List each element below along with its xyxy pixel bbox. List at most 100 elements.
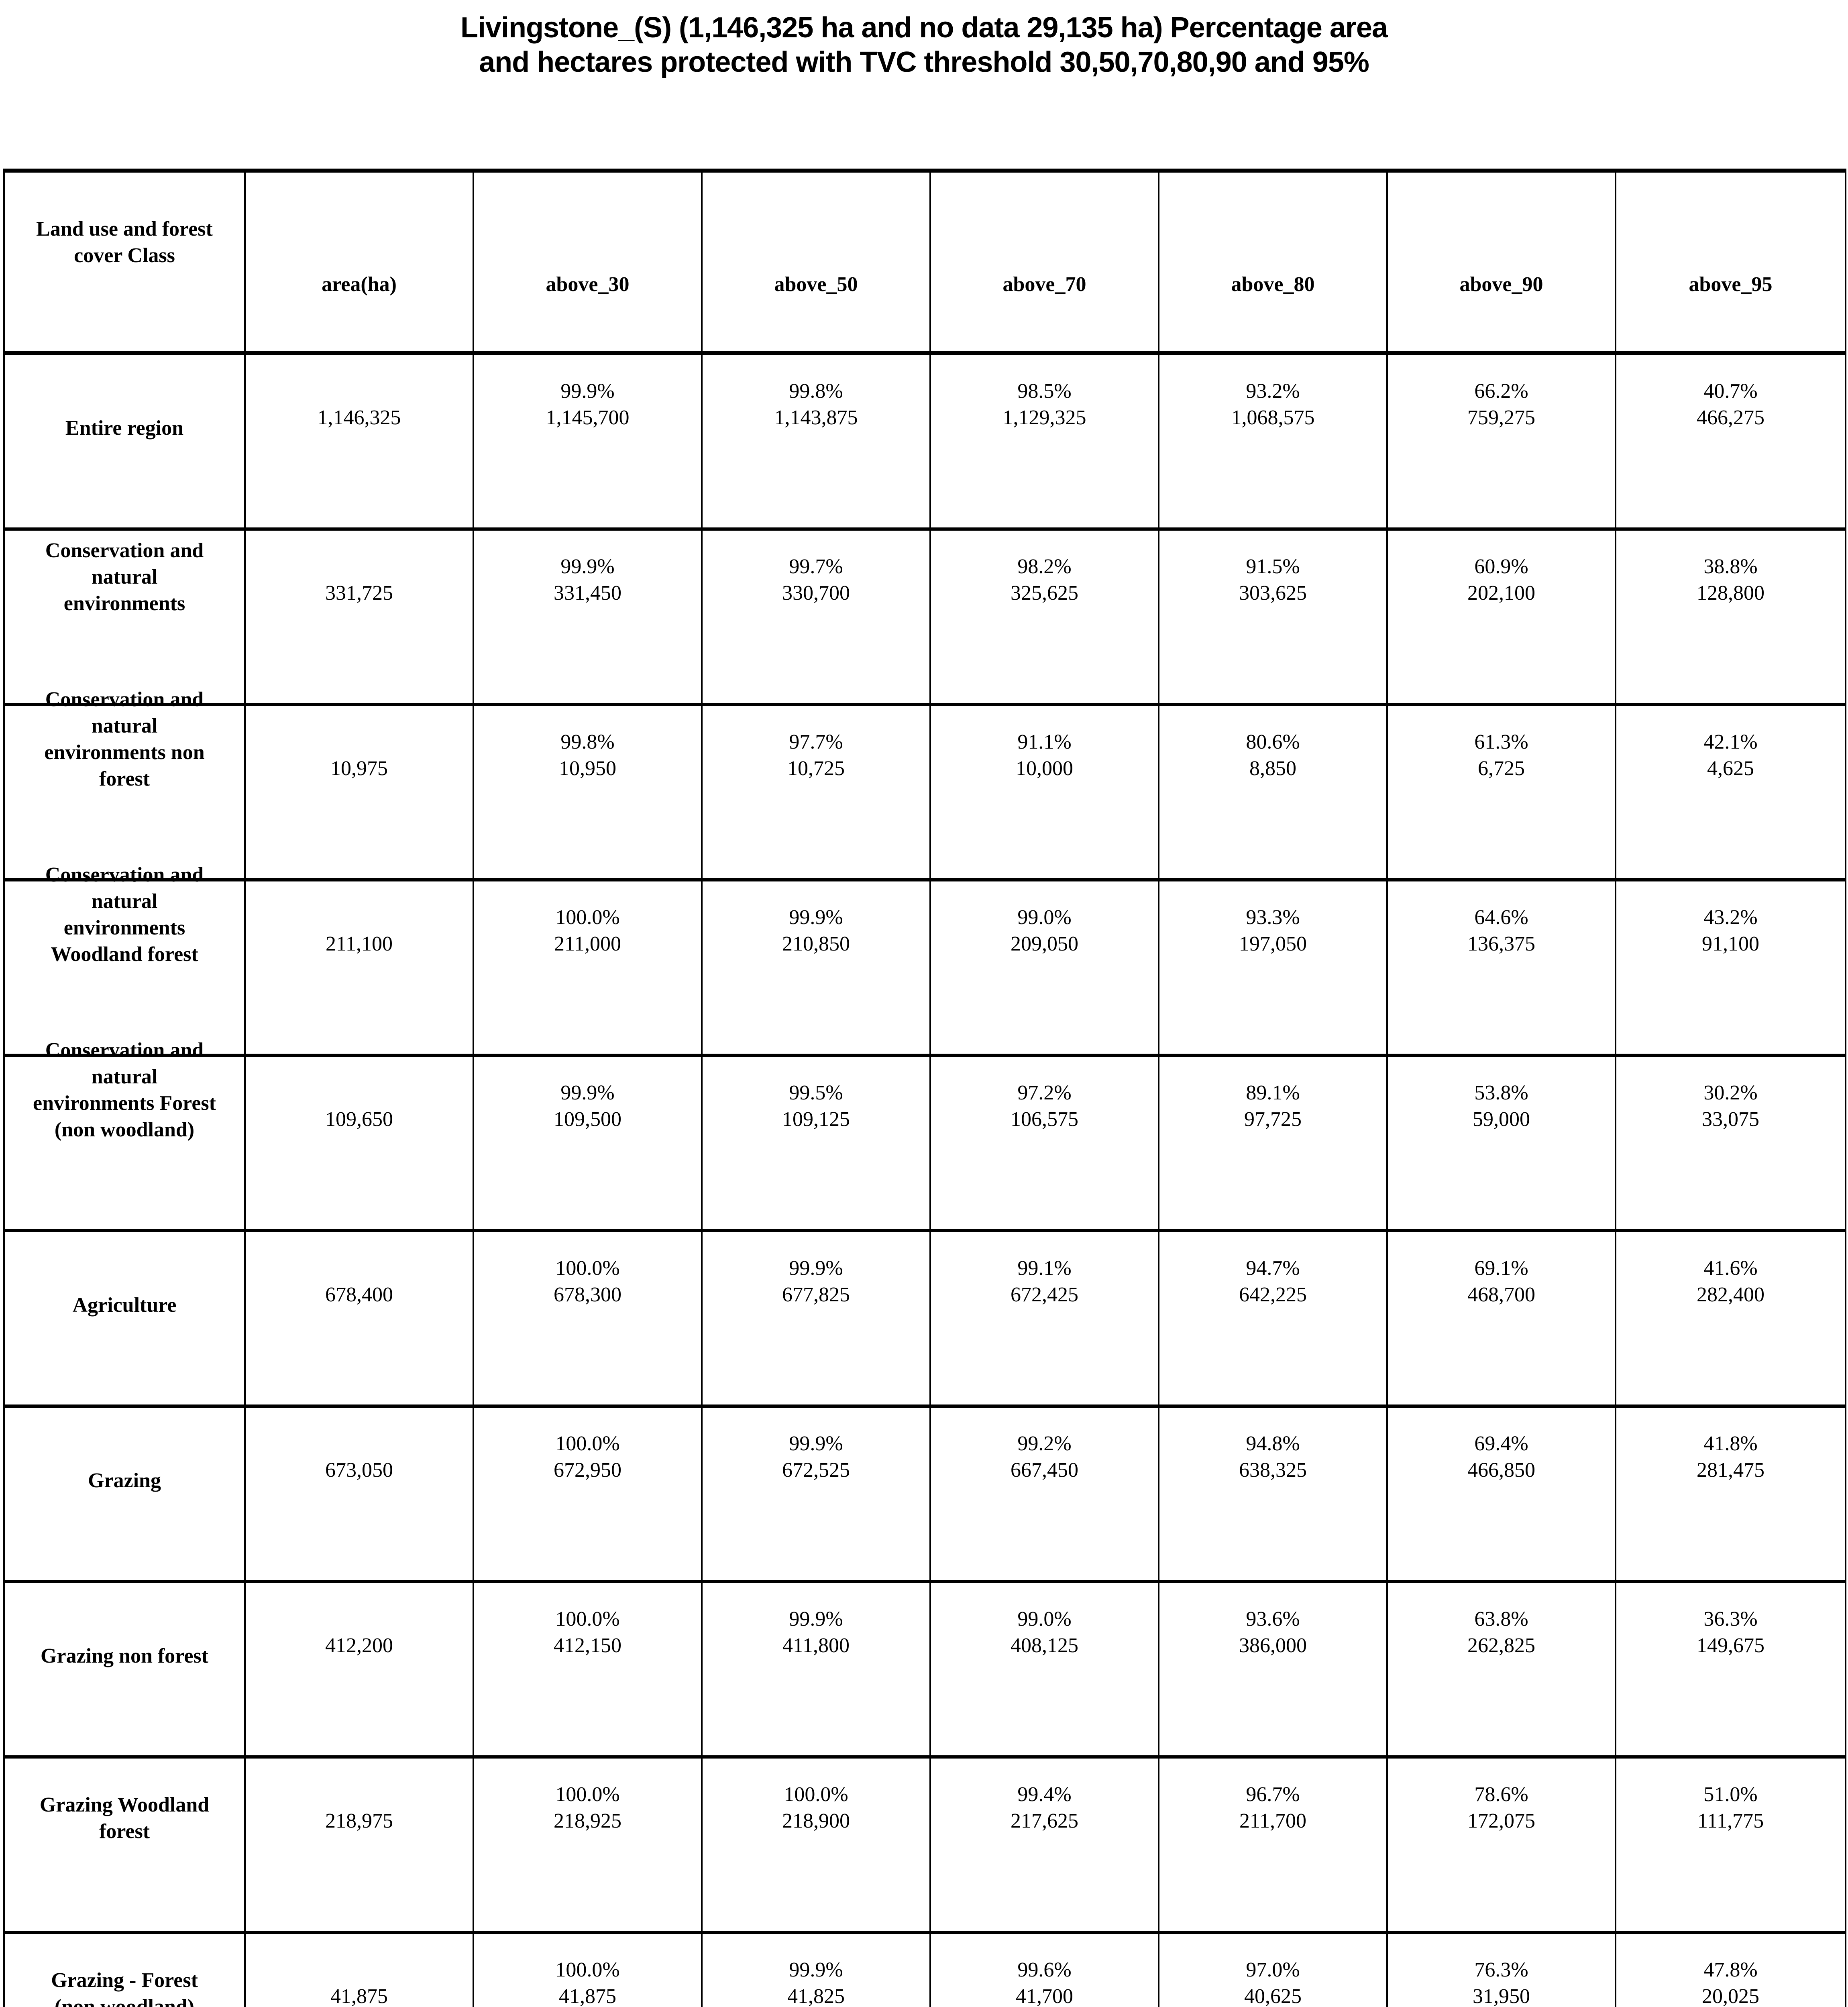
row-label-cell: Conservation and natural environments Fo… — [5, 1039, 246, 1232]
percent-value: 69.1% — [1474, 1256, 1528, 1280]
percent-value: 99.9% — [789, 1432, 843, 1455]
hectares-value: 97,725 — [1244, 1107, 1302, 1131]
threshold-cell: 99.9% 210,850 — [703, 881, 931, 1057]
threshold-value: 42.1% 4,625 — [1619, 729, 1842, 782]
hectares-value: 642,225 — [1239, 1283, 1307, 1306]
threshold-cell: 78.6% 172,075 — [1388, 1759, 1616, 1934]
threshold-cell: 99.9% 331,450 — [474, 531, 703, 706]
percent-value: 93.6% — [1246, 1607, 1300, 1630]
column-header: Land use and forest cover Class — [5, 173, 246, 355]
threshold-cell: 97.2% 106,575 — [931, 1057, 1159, 1232]
hectares-value: 20,025 — [1702, 1985, 1759, 2007]
hectares-value: 111,775 — [1697, 1809, 1764, 1832]
hectares-value: 466,850 — [1467, 1458, 1535, 1482]
threshold-cell: 47.8% 20,025 — [1616, 1934, 1845, 2007]
threshold-value: 97.2% 106,575 — [933, 1080, 1155, 1133]
threshold-cell: 99.0% 408,125 — [931, 1583, 1159, 1759]
percent-value: 94.8% — [1246, 1432, 1300, 1455]
page-title-line1: Livingstone_(S) (1,146,325 ha and no dat… — [460, 12, 1388, 44]
threshold-cell: 100.0% 672,950 — [474, 1408, 703, 1583]
threshold-cell: 100.0% 218,900 — [703, 1759, 931, 1934]
percent-value: 42.1% — [1703, 730, 1758, 753]
hectares-value: 109,500 — [554, 1107, 621, 1131]
threshold-cell: 99.8% 1,143,875 — [703, 355, 931, 531]
column-header-label: above_90 — [1459, 273, 1543, 296]
threshold-value: 91.5% 303,625 — [1162, 554, 1384, 607]
threshold-value: 69.1% 468,700 — [1390, 1255, 1612, 1308]
hectares-value: 210,850 — [782, 932, 850, 955]
percent-value: 99.9% — [560, 555, 615, 578]
threshold-value: 99.9% 1,145,700 — [477, 378, 699, 431]
area-value: 673,050 — [325, 1458, 393, 1482]
column-header: above_50 — [703, 173, 931, 355]
hectares-value: 678,300 — [554, 1283, 621, 1306]
threshold-cell: 97.7% 10,725 — [703, 706, 931, 881]
threshold-value: 64.6% 136,375 — [1390, 904, 1612, 957]
percent-value: 100.0% — [555, 1432, 620, 1455]
percent-value: 100.0% — [555, 906, 620, 929]
column-header: above_30 — [474, 173, 703, 355]
hectares-value: 217,625 — [1011, 1809, 1078, 1832]
hectares-value: 10,000 — [1016, 757, 1073, 780]
row-label: Conservation and natural environments Wo… — [45, 863, 204, 966]
hectares-value: 31,950 — [1473, 1985, 1530, 2007]
threshold-cell: 100.0% 41,875 — [474, 1934, 703, 2007]
threshold-value: 99.9% 672,525 — [705, 1431, 927, 1484]
percent-value: 89.1% — [1246, 1081, 1300, 1104]
threshold-cell: 100.0% 218,925 — [474, 1759, 703, 1934]
threshold-cell: 99.7% 330,700 — [703, 531, 931, 706]
threshold-value: 93.6% 386,000 — [1162, 1606, 1384, 1659]
hectares-value: 281,475 — [1697, 1458, 1764, 1482]
threshold-cell: 36.3% 149,675 — [1616, 1583, 1845, 1759]
threshold-value: 61.3% 6,725 — [1390, 729, 1612, 782]
threshold-value: 38.8% 128,800 — [1619, 554, 1842, 607]
threshold-value: 100.0% 218,900 — [705, 1781, 927, 1834]
percent-value: 43.2% — [1703, 906, 1758, 929]
hectares-value: 330,700 — [782, 581, 850, 605]
threshold-cell: 99.9% 41,825 — [703, 1934, 931, 2007]
row-label-cell: Grazing non forest — [5, 1583, 246, 1759]
percent-value: 78.6% — [1474, 1783, 1528, 1806]
threshold-cell: 38.8% 128,800 — [1616, 531, 1845, 706]
percent-value: 99.5% — [789, 1081, 843, 1104]
percent-value: 51.0% — [1703, 1783, 1758, 1806]
threshold-value: 93.3% 197,050 — [1162, 904, 1384, 957]
area-value: 218,975 — [325, 1809, 393, 1832]
area-cell: 10,975 — [246, 706, 474, 881]
threshold-cell: 76.3% 31,950 — [1388, 1934, 1616, 2007]
threshold-value: 93.2% 1,068,575 — [1162, 378, 1384, 431]
percent-value: 99.9% — [789, 1256, 843, 1280]
threshold-value: 94.8% 638,325 — [1162, 1431, 1384, 1484]
threshold-cell: 94.8% 638,325 — [1159, 1408, 1388, 1583]
hectares-value: 59,000 — [1473, 1107, 1530, 1131]
column-header: above_90 — [1388, 173, 1616, 355]
threshold-value: 41.6% 282,400 — [1619, 1255, 1842, 1308]
percent-value: 69.4% — [1474, 1432, 1528, 1455]
threshold-cell: 61.3% 6,725 — [1388, 706, 1616, 881]
percent-value: 40.7% — [1703, 379, 1758, 403]
percent-value: 61.3% — [1474, 730, 1528, 753]
hectares-value: 211,000 — [554, 932, 621, 955]
threshold-cell: 99.6% 41,700 — [931, 1934, 1159, 2007]
hectares-value: 218,900 — [782, 1809, 850, 1832]
percent-value: 66.2% — [1474, 379, 1528, 403]
threshold-value: 51.0% 111,775 — [1619, 1781, 1842, 1834]
percent-value: 53.8% — [1474, 1081, 1528, 1104]
hectares-value: 1,068,575 — [1231, 406, 1315, 429]
threshold-value: 98.2% 325,625 — [933, 554, 1155, 607]
threshold-value: 100.0% 41,875 — [477, 1957, 699, 2007]
hectares-value: 412,150 — [554, 1634, 621, 1657]
row-label-cell: Entire region — [5, 355, 246, 531]
percent-value: 99.8% — [789, 379, 843, 403]
percent-value: 36.3% — [1703, 1607, 1758, 1630]
percent-value: 99.9% — [560, 379, 615, 403]
hectares-value: 40,625 — [1244, 1985, 1302, 2007]
row-label-cell: Conservation and natural environments — [5, 531, 246, 706]
percent-value: 91.5% — [1246, 555, 1300, 578]
threshold-cell: 43.2% 91,100 — [1616, 881, 1845, 1057]
hectares-value: 8,850 — [1249, 757, 1296, 780]
threshold-value: 100.0% 218,925 — [477, 1781, 699, 1834]
threshold-value: 99.5% 109,125 — [705, 1080, 927, 1133]
threshold-value: 94.7% 642,225 — [1162, 1255, 1384, 1308]
threshold-cell: 80.6% 8,850 — [1159, 706, 1388, 881]
